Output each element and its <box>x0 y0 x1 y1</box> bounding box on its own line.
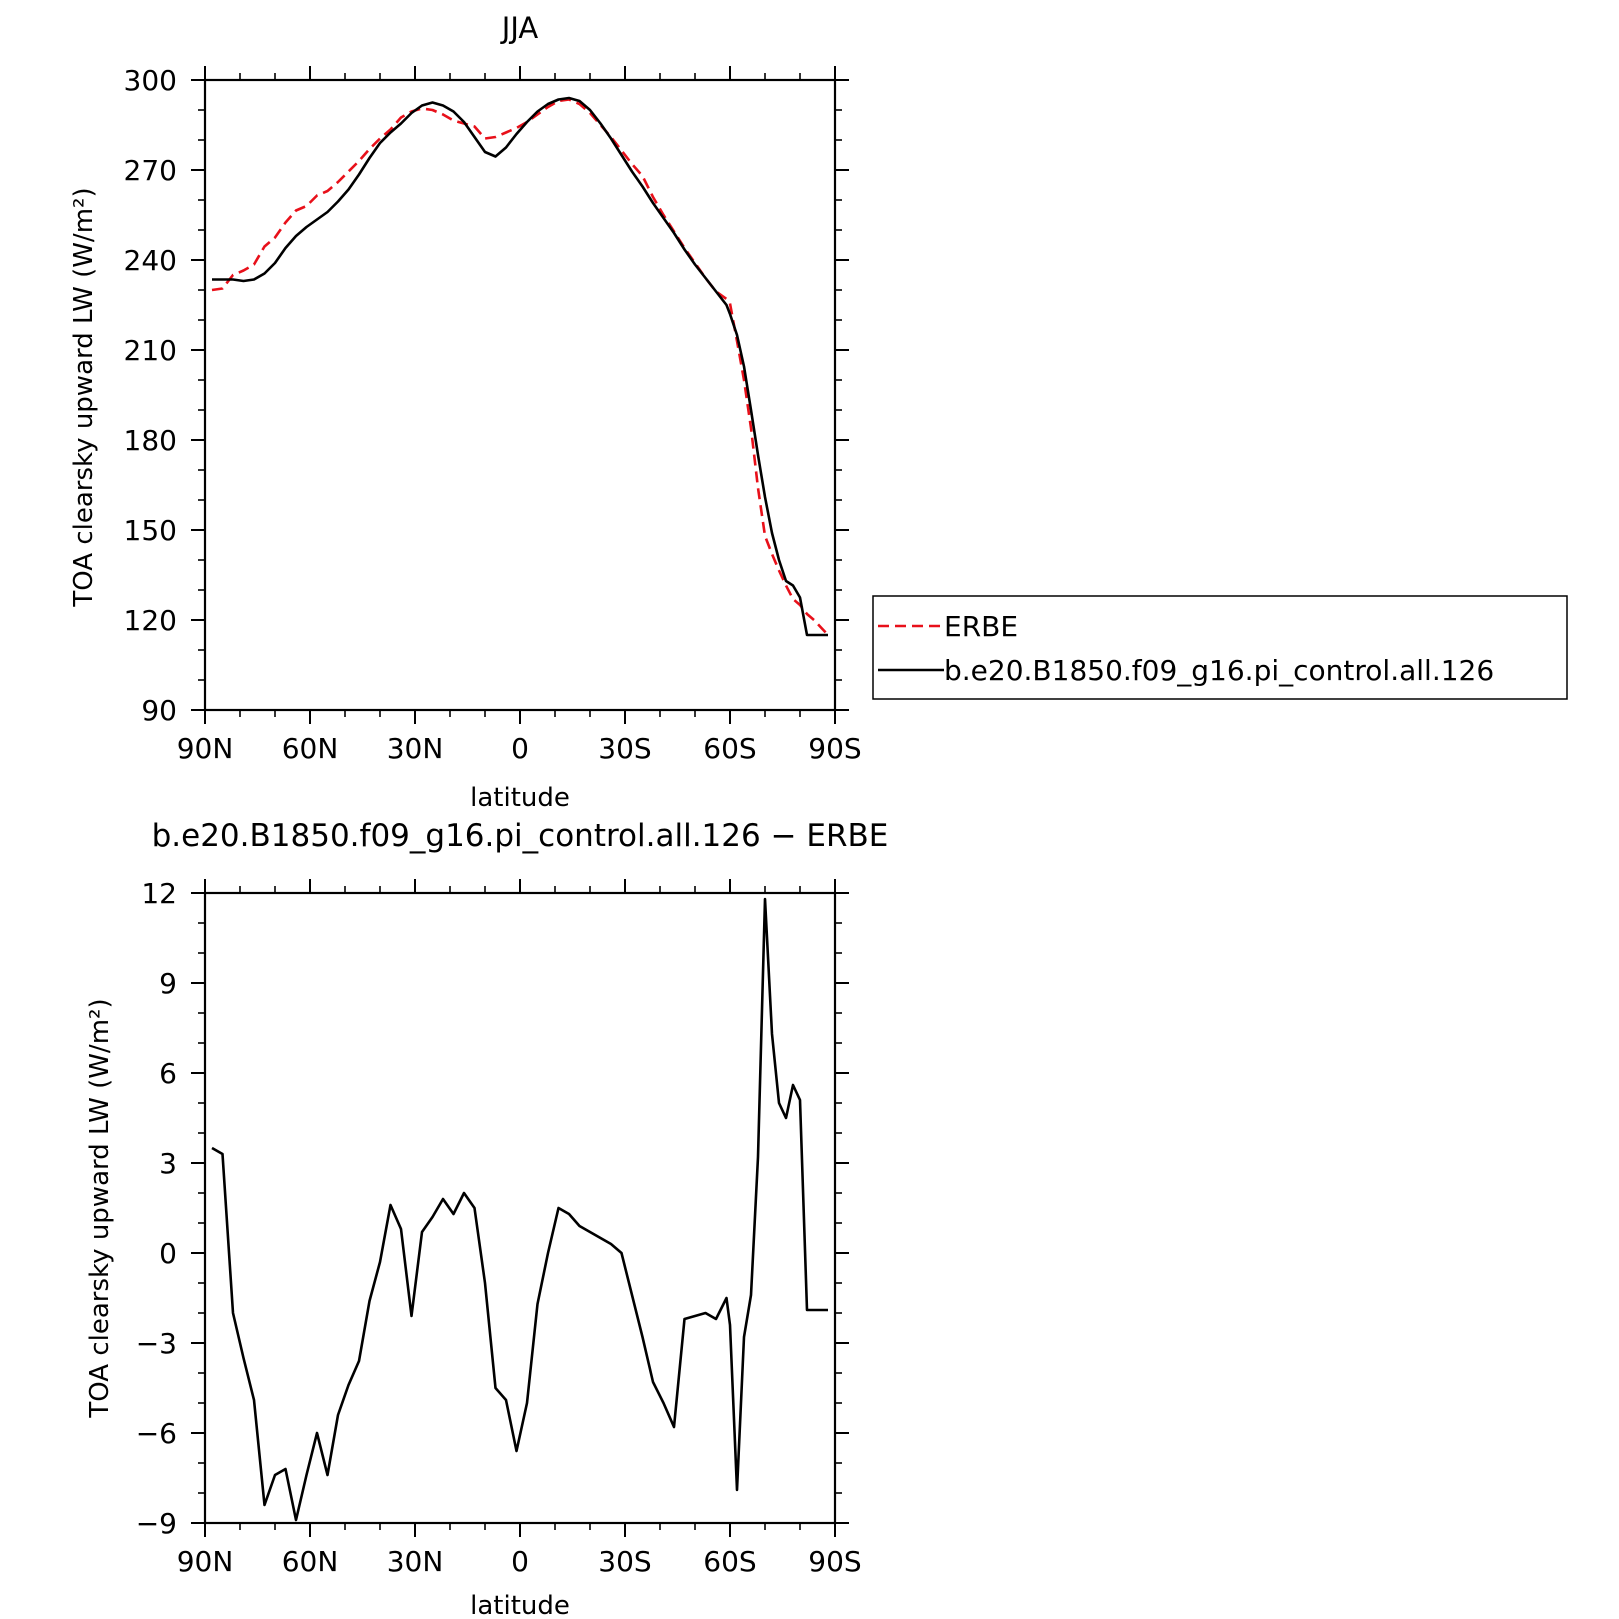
x-tick-label: 0 <box>511 1545 529 1578</box>
x-tick-label: 30N <box>387 732 444 765</box>
y-tick-label: −9 <box>136 1507 177 1540</box>
plot-frame <box>203 78 837 712</box>
x-tick-label: 90S <box>808 1545 861 1578</box>
y-tick-label: 120 <box>124 604 177 637</box>
x-tick-label: 90S <box>808 732 861 765</box>
y-tick-label: 210 <box>124 334 177 367</box>
bottom-chart-x-axis-label: latitude <box>470 1591 570 1619</box>
bottom-chart-axes: 90N 60N 30N 0 30S 60S 90S −9 −6 −3 0 3 6 9 12 <box>136 877 862 1578</box>
top-chart-legend: ERBE b.e20.B1850.f09_g16.pi_control.all.… <box>872 595 1568 700</box>
y-tick-label: 150 <box>124 514 177 547</box>
x-tick-label: 90N <box>177 732 234 765</box>
y-tick-label: 90 <box>141 694 177 727</box>
bottom-chart-title: b.e20.B1850.f09_g16.pi_control.all.126 −… <box>152 818 889 854</box>
y-tick-label: 180 <box>124 424 177 457</box>
x-tick-label: 90N <box>177 1545 234 1578</box>
y-tick-label: 0 <box>159 1237 177 1270</box>
top-chart-y-axis-label: TOA clearsky upward LW (W/m²) <box>69 187 99 607</box>
x-tick-label: 30S <box>598 1545 651 1578</box>
y-tick-label: 300 <box>124 64 177 97</box>
x-tick-label: 30N <box>387 1545 444 1578</box>
y-tick-label: 240 <box>124 244 177 277</box>
top-chart-x-axis-label: latitude <box>470 783 570 813</box>
y-tick-label: −6 <box>136 1417 177 1450</box>
y-tick-label: 12 <box>141 877 177 910</box>
legend-label-erbe: ERBE <box>944 610 1018 643</box>
bottom-chart-series-group <box>211 897 828 1522</box>
legend-label-model: b.e20.B1850.f09_g16.pi_control.all.126 <box>944 654 1494 687</box>
top-chart-panel: JJA 90N 60N 30N 0 30S 60S 90S 90 120 150 180 210 240… <box>69 11 1568 813</box>
y-tick-label: −3 <box>136 1327 177 1360</box>
series-line <box>212 96 828 637</box>
x-tick-label: 30S <box>598 732 651 765</box>
x-tick-label: 60N <box>282 1545 339 1578</box>
y-tick-label: 3 <box>159 1147 177 1180</box>
legend-box <box>872 595 1568 700</box>
series-line <box>211 98 829 636</box>
x-tick-label: 60S <box>703 732 756 765</box>
series-line <box>211 897 828 1522</box>
top-chart-axes: 90N 60N 30N 0 30S 60S 90S 90 120 150 180 210 240 270 3… <box>124 64 862 765</box>
y-tick-label: 270 <box>124 154 177 187</box>
x-tick-label: 0 <box>511 732 529 765</box>
bottom-chart-y-axis-label: TOA clearsky upward LW (W/m²) <box>85 998 115 1418</box>
x-tick-label: 60N <box>282 732 339 765</box>
top-chart-title: JJA <box>500 11 539 45</box>
top-chart-series-group <box>211 96 829 637</box>
y-tick-label: 9 <box>159 967 177 1000</box>
x-tick-label: 60S <box>703 1545 756 1578</box>
y-tick-label: 6 <box>159 1057 177 1090</box>
bottom-chart-panel: b.e20.B1850.f09_g16.pi_control.all.126 −… <box>85 818 888 1619</box>
